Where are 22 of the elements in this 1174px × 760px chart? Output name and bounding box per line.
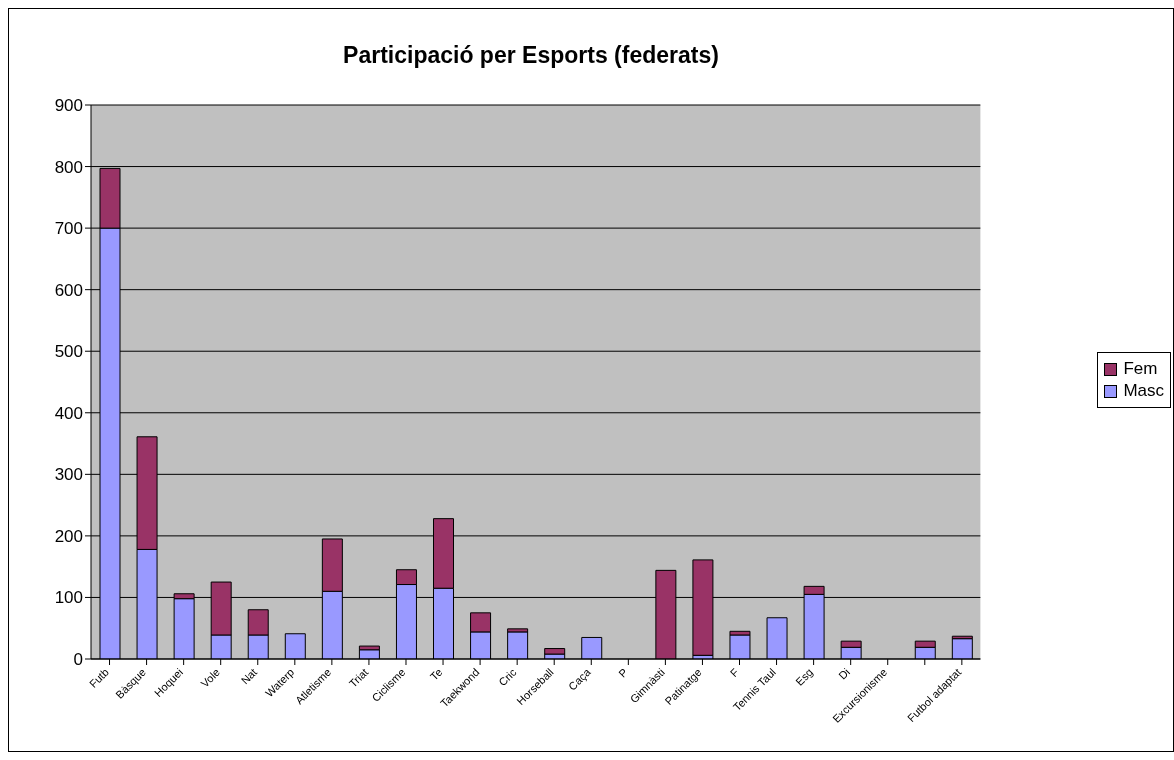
- y-tick-label: 200: [54, 526, 83, 546]
- x-tick-label: Nat: [238, 665, 260, 687]
- y-tick-label: 900: [54, 96, 83, 116]
- x-tick-label: Cric: [496, 665, 519, 689]
- legend-label: Masc: [1123, 381, 1164, 401]
- x-tick-label: P: [616, 665, 630, 680]
- x-tick-label: Futb: [86, 665, 111, 690]
- legend-label: Fem: [1123, 359, 1158, 379]
- y-tick-label: 700: [54, 219, 83, 239]
- y-tick-label: 100: [54, 588, 83, 608]
- y-tick-label: 300: [54, 465, 83, 485]
- y-tick-label: 600: [54, 280, 83, 300]
- y-tick-label: 400: [54, 403, 83, 423]
- x-tick-label: Vole: [198, 665, 223, 690]
- x-tick-label: Triat: [346, 665, 371, 690]
- x-tick-label: Te: [427, 665, 445, 683]
- chart-title: Participació per Esports (federats): [342, 42, 720, 69]
- y-tick-label: 0: [73, 650, 83, 670]
- y-tick-label: 500: [54, 342, 83, 362]
- x-tick-label: Esg: [793, 665, 816, 688]
- y-tick-label: 800: [54, 157, 83, 177]
- x-tick-label: F: [727, 665, 742, 680]
